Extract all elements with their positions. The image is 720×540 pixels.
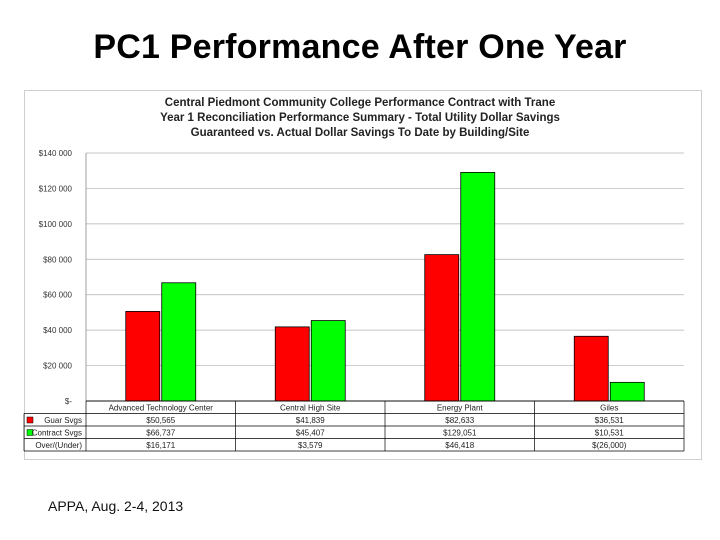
table-row-label: Contract Svgs (32, 429, 82, 438)
table-cell: $16,171 (146, 441, 175, 450)
bar-actual (161, 282, 197, 402)
slide-title: PC1 Performance After One Year (93, 28, 627, 66)
bar-guaranteed (424, 254, 460, 402)
table-row-label: Guar Svgs (44, 416, 82, 425)
y-tick-label: $40 000 (43, 326, 72, 335)
bar-actual (609, 381, 645, 402)
bar-guaranteed (573, 335, 609, 402)
y-tick-label: $120 000 (39, 184, 73, 193)
x-category-label: Central High Site (280, 404, 341, 413)
x-category-label: Advanced Technology Center (109, 404, 214, 413)
table-cell: $45,407 (296, 429, 325, 438)
table-cell: $66,737 (146, 429, 175, 438)
bar-actual (310, 320, 346, 402)
table-row-label: Over/(Under) (35, 441, 82, 450)
chart-title-line-1: Central Piedmont Community College Perfo… (164, 97, 556, 109)
chart-title: Central Piedmont Community College Perfo… (0, 96, 720, 141)
bar-guaranteed (274, 326, 310, 402)
y-tick-label: $20 000 (43, 362, 72, 371)
chart-title-line-2: Year 1 Reconciliation Performance Summar… (160, 112, 560, 124)
legend-key (26, 416, 34, 424)
y-tick-label: $100 000 (39, 220, 73, 229)
table-cell: $82,633 (445, 416, 474, 425)
footer-text: APPA, Aug. 2-4, 2013 (48, 498, 184, 514)
table-cell: $10,531 (595, 429, 624, 438)
table-cell: $50,565 (146, 416, 175, 425)
bar-guaranteed (125, 311, 161, 402)
table-cell: $41,839 (296, 416, 325, 425)
table-cell: $3,579 (298, 441, 323, 450)
y-tick-label: $60 000 (43, 291, 72, 300)
x-category-label: Energy Plant (437, 404, 484, 413)
bar-actual (460, 171, 496, 402)
table-cell: $(26,000) (592, 441, 627, 450)
table-cell: $46,418 (445, 441, 474, 450)
y-tick-label: $- (65, 397, 72, 406)
legend-key (26, 429, 34, 436)
table-cell: $129,051 (443, 429, 477, 438)
chart-title-line-3: Guaranteed vs. Actual Dollar Savings To … (190, 127, 530, 139)
x-category-label: Giles (600, 404, 618, 413)
y-tick-label: $140 000 (39, 149, 73, 158)
y-tick-label: $80 000 (43, 255, 72, 264)
table-cell: $36,531 (595, 416, 624, 425)
